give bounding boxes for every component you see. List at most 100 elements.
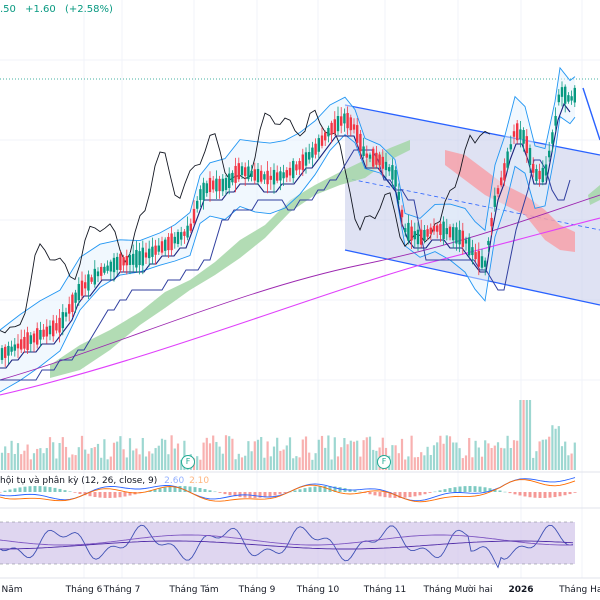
financials-badge-icon[interactable]: F: [377, 455, 391, 469]
macd-histogram-bar: [528, 492, 532, 498]
candle-body: [196, 200, 199, 209]
volume-bar: [522, 400, 525, 470]
macd-histogram-bar: [113, 492, 117, 498]
macd-histogram-bar: [573, 492, 577, 493]
volume-bar: [29, 459, 32, 470]
candle-body: [260, 170, 263, 182]
candle-body: [10, 346, 13, 352]
macd-histogram-bar: [413, 492, 417, 497]
macd-histogram-bar: [313, 486, 317, 492]
macd-histogram-bar: [88, 492, 92, 497]
candle-body: [23, 336, 26, 349]
candle-body: [410, 226, 413, 241]
macd-signal-line: [0, 479, 576, 503]
candle-body: [496, 188, 500, 194]
candle-body: [368, 154, 372, 159]
channel-upper: [344, 104, 600, 156]
candle-body: [375, 152, 378, 165]
macd-histogram-bar: [298, 489, 302, 492]
volume-bar: [282, 449, 285, 470]
macd-histogram-bar: [443, 489, 447, 492]
candle-body: [125, 255, 128, 266]
volume-bar: [16, 443, 20, 470]
volume-bar: [52, 442, 55, 470]
volume-bar: [301, 439, 304, 470]
macd-histogram-bar: [208, 490, 212, 492]
volume-bar: [36, 448, 39, 470]
volume-bar: [330, 459, 333, 470]
macd-pane: [0, 477, 577, 503]
candle-body: [87, 274, 90, 291]
macd-histogram-bar: [553, 492, 557, 498]
volume-bar: [538, 441, 541, 470]
candle-body: [128, 255, 132, 265]
candle-body: [413, 231, 416, 240]
volume-bar: [0, 452, 4, 470]
candle-body: [400, 209, 404, 218]
macd-histogram-bar: [183, 486, 187, 492]
candle-body: [221, 178, 224, 192]
volume-bar: [567, 455, 570, 470]
volume-bar: [436, 442, 439, 470]
volume-bar: [141, 437, 144, 470]
candle-body: [20, 339, 23, 350]
volume-bar: [298, 457, 301, 470]
volume-bar: [80, 435, 84, 470]
candle-body: [55, 323, 58, 331]
macd-legend[interactable]: hội tụ và phân kỳ (12, 26, close, 9) 2.6…: [0, 476, 209, 486]
candle-body: [4, 346, 7, 358]
rsi-band: [0, 522, 575, 564]
macd-histogram-bar: [563, 492, 567, 496]
macd-histogram-bar: [473, 486, 477, 492]
financials-badge-icon[interactable]: F: [181, 455, 195, 469]
macd-histogram-bar: [108, 492, 112, 498]
volume-bar: [535, 451, 538, 470]
candle-body: [132, 253, 135, 265]
macd-histogram-bar: [408, 492, 412, 498]
macd-histogram-bar: [358, 491, 362, 493]
candle-body: [381, 156, 384, 169]
x-label: Tháng Mười hai: [423, 585, 493, 595]
x-label: Tháng 11: [363, 585, 407, 595]
volume-bar: [532, 457, 535, 470]
macd-histogram-bar: [158, 488, 162, 492]
bollinger-upper: [0, 66, 576, 331]
volume-bar: [119, 436, 122, 470]
macd-histogram-bar: [268, 492, 272, 497]
volume-bar: [560, 446, 564, 470]
macd-histogram-bar: [348, 489, 352, 492]
volume-bar: [231, 438, 234, 470]
candle-body: [144, 252, 148, 258]
candle-body: [320, 135, 324, 146]
macd-histogram-bar: [283, 492, 287, 494]
macd-histogram-bar: [388, 492, 392, 498]
volume-bar: [432, 445, 436, 470]
candle-body: [186, 225, 189, 238]
candle-body: [378, 154, 381, 166]
candle-body: [311, 147, 314, 158]
candle-body: [234, 165, 237, 183]
candle-body: [535, 169, 538, 181]
candle-body: [93, 268, 96, 285]
volume-bar: [528, 400, 532, 470]
macd-histogram-bar: [398, 492, 402, 498]
macd-histogram-bar: [168, 486, 172, 492]
volume-bar: [468, 437, 471, 470]
volume-bar: [327, 435, 330, 470]
volume-bar: [519, 400, 522, 470]
volume-bar: [461, 458, 464, 470]
bollinger-lower: [0, 115, 576, 393]
candle-body: [458, 229, 461, 245]
candle-body: [231, 172, 234, 183]
candle-body: [538, 170, 541, 180]
candle-body: [468, 237, 471, 256]
candle-body: [461, 230, 464, 247]
volume-bar: [573, 442, 576, 470]
macd-histogram-bar: [418, 492, 422, 496]
candle-body: [420, 229, 423, 245]
candle-body: [445, 228, 448, 235]
channel-mid: [344, 177, 600, 231]
candle-body: [36, 328, 39, 345]
macd-histogram-bar: [488, 488, 492, 492]
